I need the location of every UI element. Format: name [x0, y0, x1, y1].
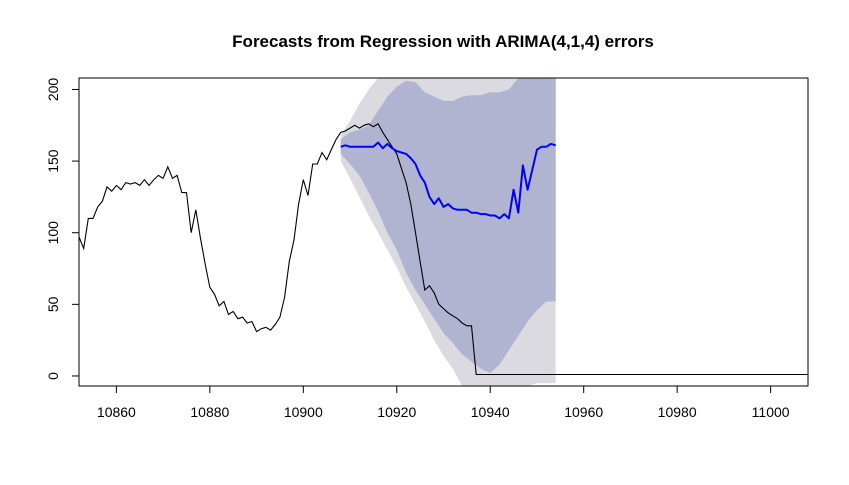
- interval-bands: [340, 78, 556, 386]
- x-tick-label: 10900: [284, 404, 323, 420]
- interval-80-band: [340, 78, 556, 374]
- x-tick-label: 11000: [752, 404, 790, 420]
- y-axis: 0 50 100 150 200: [45, 78, 80, 380]
- y-tick-label: 100: [45, 221, 61, 245]
- y-tick-label: 0: [45, 372, 61, 380]
- y-tick-label: 200: [45, 78, 61, 102]
- x-tick-label: 10980: [658, 404, 697, 420]
- x-axis: 10860 10880 10900 10920 10940 10960 10980 11000: [97, 385, 790, 420]
- forecast-series-line: [340, 141, 556, 220]
- x-tick-label: 10860: [97, 404, 136, 420]
- y-tick-label: 150: [45, 149, 61, 173]
- x-tick-label: 10880: [190, 404, 229, 420]
- chart-title: Forecasts from Regression with ARIMA(4,1…: [232, 32, 654, 51]
- y-tick-label: 50: [45, 296, 61, 312]
- x-tick-label: 10940: [471, 404, 510, 420]
- x-tick-label: 10920: [377, 404, 416, 420]
- actual-series-line: [78, 123, 808, 376]
- x-tick-label: 10960: [564, 404, 603, 420]
- series-lines: [78, 123, 808, 376]
